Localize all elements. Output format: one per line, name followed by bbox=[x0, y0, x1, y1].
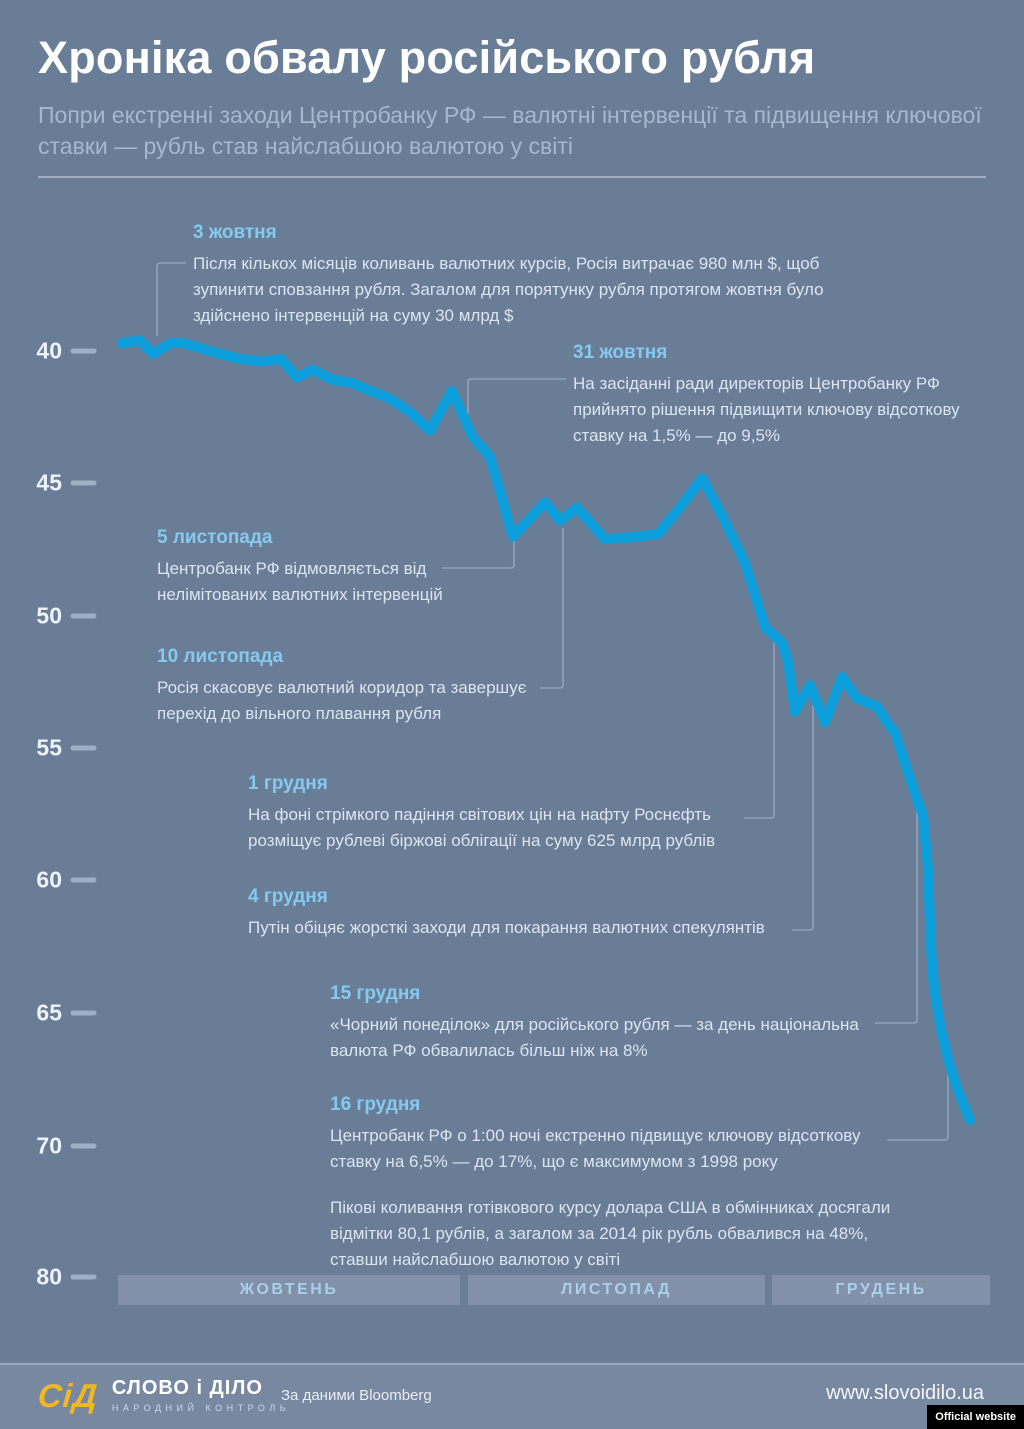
slovoidilo-logo: СіД СЛОВО і ДІЛО НАРОДНИЙ КОНТРОЛЬ bbox=[36, 1376, 290, 1414]
annotation-dec-1: 1 грудня На фоні стрімкого падіння світо… bbox=[248, 773, 758, 854]
logo-icon: СіД bbox=[36, 1376, 100, 1414]
exchange-rate-line bbox=[117, 335, 975, 1126]
page-title: Хроніка обвалу російського рубля bbox=[38, 32, 816, 83]
annotation-date: 3 жовтня bbox=[193, 222, 277, 243]
annotation-date: 1 грудня bbox=[248, 773, 328, 794]
annotation-date: 4 грудня bbox=[248, 886, 328, 907]
website-link[interactable]: www.slovoidilo.ua bbox=[826, 1382, 984, 1404]
annotation-date: 10 листопада bbox=[157, 646, 284, 667]
footer: СіД СЛОВО і ДІЛО НАРОДНИЙ КОНТРОЛЬ За да… bbox=[0, 1363, 1024, 1429]
annotation-dec-16: 16 грудня Центробанк РФ о 1:00 ночі екст… bbox=[330, 1094, 910, 1273]
y-tick-label: 65 bbox=[36, 999, 62, 1026]
y-tick-label: 40 bbox=[36, 337, 62, 364]
annotation-text: Центробанк РФ о 1:00 ночі екстренно підв… bbox=[330, 1126, 861, 1171]
official-website-badge: Official website bbox=[927, 1405, 1024, 1429]
annotation-nov-5: 5 листопада Центробанк РФ відмовляється … bbox=[157, 527, 467, 608]
y-tick-label: 70 bbox=[36, 1132, 62, 1159]
y-tick-label: 45 bbox=[36, 469, 62, 496]
annotation-date: 16 грудня bbox=[330, 1094, 421, 1115]
annotation-text: Пікові коливання готівкового курсу долар… bbox=[330, 1198, 891, 1269]
annotation-text: Центробанк РФ відмовляється від неліміто… bbox=[157, 559, 443, 604]
annotation-date: 5 листопада bbox=[157, 527, 273, 548]
logo-sub-text: НАРОДНИЙ КОНТРОЛЬ bbox=[111, 1403, 291, 1413]
annotation-connectors bbox=[156, 262, 949, 1141]
y-tick-label: 60 bbox=[36, 866, 62, 893]
annotation-text: Росія скасовує валютний коридор та завер… bbox=[157, 678, 527, 723]
annotation-dec-4: 4 грудня Путін обіцяє жорсткі заходи для… bbox=[248, 886, 818, 941]
logo-main-text: СЛОВО і ДІЛО bbox=[111, 1377, 263, 1399]
y-tick-label: 55 bbox=[36, 734, 62, 761]
annotation-date: 15 грудня bbox=[330, 983, 421, 1004]
y-tick-label: 50 bbox=[36, 602, 62, 629]
annotation-text: Путін обіцяє жорсткі заходи для покаранн… bbox=[248, 918, 765, 937]
y-axis-ticks bbox=[70, 348, 97, 1280]
month-band-december: ГРУДЕНЬ bbox=[772, 1275, 990, 1305]
annotation-text: «Чорний понеділок» для російського рубля… bbox=[330, 1015, 859, 1060]
logo-text: СЛОВО і ДІЛО НАРОДНИЙ КОНТРОЛЬ bbox=[112, 1377, 290, 1413]
annotation-dec-15: 15 грудня «Чорний понеділок» для російсь… bbox=[330, 983, 888, 1064]
annotation-nov-10: 10 листопада Росія скасовує валютний кор… bbox=[157, 646, 555, 727]
annotation-text: Після кількох місяців коливань валютних … bbox=[193, 254, 824, 325]
divider bbox=[38, 176, 986, 178]
month-band-november: ЛИСТОПАД bbox=[468, 1275, 765, 1305]
month-band-october: ЖОВТЕНЬ bbox=[118, 1275, 460, 1305]
annotation-date: 31 жовтня bbox=[573, 342, 668, 363]
annotation-oct-3: 3 жовтня Після кількох місяців коливань … bbox=[193, 222, 858, 329]
page-subtitle: Попри екстренні заходи Центробанку РФ — … bbox=[38, 102, 982, 159]
annotation-oct-31: 31 жовтня На засіданні ради директорів Ц… bbox=[573, 342, 981, 449]
annotation-text: На засіданні ради директорів Центробанку… bbox=[573, 374, 960, 445]
y-tick-label: 80 bbox=[36, 1263, 62, 1290]
annotation-text: На фоні стрімкого падіння світових цін н… bbox=[248, 805, 716, 850]
data-source-credit: За даними Bloomberg bbox=[281, 1387, 432, 1404]
